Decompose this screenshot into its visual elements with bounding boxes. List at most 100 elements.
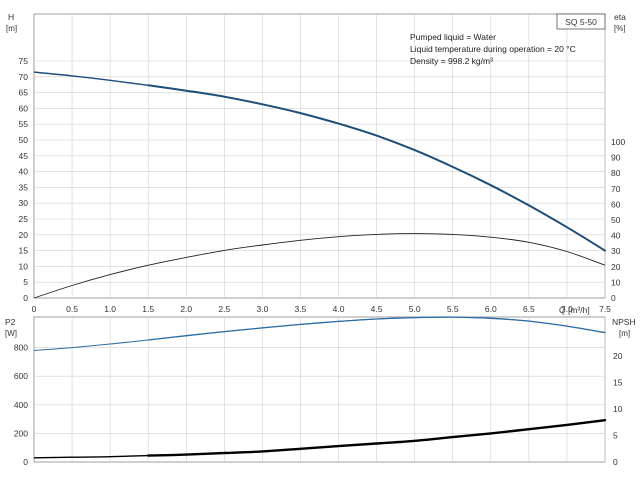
head-tick-label: 40: [19, 167, 29, 177]
npsh-tick-label: 0: [613, 457, 618, 467]
efficiency-tick-label: 90: [611, 153, 621, 163]
series-upper-0-point-12: [490, 185, 491, 186]
series-upper-1-point-8: [338, 236, 339, 237]
lower-series: [33, 316, 607, 459]
efficiency-tick-label: 100: [611, 137, 625, 147]
efficiency-tick-label: 80: [611, 168, 621, 178]
npsh-tick-label: 15: [613, 378, 623, 388]
series-lower-0-point-8: [338, 321, 339, 322]
series-lower-1-line: [33, 419, 606, 459]
head-tick-label: 10: [19, 261, 29, 271]
efficiency-axis-ticks: 0 10 20 30 40 50 60 70 80 90 100: [611, 137, 625, 303]
series-lower-0-point-7: [300, 324, 301, 325]
series-upper-1-point-1: [72, 285, 73, 286]
series-upper-0-point-14: [566, 227, 567, 228]
head-tick-label: 15: [19, 246, 29, 256]
series-lower-0-point-9: [376, 318, 377, 319]
flow-tick-label: 0: [32, 304, 37, 314]
head-axis-label: H: [8, 12, 14, 22]
flow-tick-label: 3.0: [256, 304, 268, 314]
efficiency-tick-label: 10: [611, 277, 621, 287]
series-lower-0-line: [33, 316, 606, 351]
series-lower-0-point-2: [110, 343, 111, 344]
head-tick-label: 45: [19, 151, 29, 161]
series-upper-0-point-11: [452, 166, 453, 167]
series-lower-1-point-11: [452, 437, 453, 438]
series-lower-1-point-0: [33, 457, 34, 458]
efficiency-tick-label: 70: [611, 184, 621, 194]
series-lower-0-point-5: [224, 331, 225, 332]
head-tick-label: 65: [19, 88, 29, 98]
series-lower-0-point-11: [452, 317, 453, 318]
series-lower-1-point-14: [566, 424, 567, 425]
power-axis-ticks: 0 200 400 600 800: [14, 343, 28, 467]
series-upper-1-point-3: [148, 265, 149, 266]
flow-tick-label: 0.5: [66, 304, 78, 314]
series-upper-1-point-6: [262, 244, 263, 245]
series-lower-0-point-3: [148, 339, 149, 340]
efficiency-tick-label: 30: [611, 246, 621, 256]
head-tick-label: 35: [19, 182, 29, 192]
series-upper-1-point-13: [528, 242, 529, 243]
series-upper-0-point-8: [338, 123, 339, 124]
series-upper-1-point-11: [452, 234, 453, 235]
series-upper-1-point-9: [376, 234, 377, 235]
series-lower-0-point-6: [262, 327, 263, 328]
series-lower-0-point-14: [566, 326, 567, 327]
head-tick-label: 20: [19, 230, 29, 240]
series-lower-0-point-15: [604, 332, 605, 333]
npsh-tick-label: 20: [613, 351, 623, 361]
flow-tick-label: 4.0: [333, 304, 345, 314]
flow-tick-label: 6.5: [523, 304, 535, 314]
annotation-density: Density = 998.2 kg/m³: [410, 56, 493, 66]
power-tick-label: 0: [23, 457, 28, 467]
npsh-axis-unit: [m]: [619, 329, 630, 338]
power-axis-unit: [W]: [5, 329, 17, 338]
head-tick-label: 0: [23, 293, 28, 303]
series-lower-1-point-6: [262, 451, 263, 452]
series-upper-0-point-4: [186, 90, 187, 91]
head-tick-label: 60: [19, 103, 29, 113]
head-tick-label: 55: [19, 119, 29, 129]
series-upper-1-point-2: [110, 274, 111, 275]
series-upper-0-point-13: [528, 205, 529, 206]
model-label-box: [556, 13, 606, 30]
annotation-pumped-liquid: Pumped liquid = Water: [410, 32, 496, 42]
series-lower-0-point-0: [33, 350, 34, 351]
series-lower-1-point-1: [72, 457, 73, 458]
series-lower-1-point-12: [490, 433, 491, 434]
efficiency-tick-label: 40: [611, 231, 621, 241]
head-tick-label: 30: [19, 198, 29, 208]
efficiency-axis-unit: [%]: [614, 24, 626, 33]
annotation-liquid-temperature: Liquid temperature during operation = 20…: [410, 44, 576, 54]
series-upper-1-point-5: [224, 250, 225, 251]
series-lower-1-point-10: [414, 440, 415, 441]
npsh-axis-label: NPSH: [612, 317, 636, 327]
series-upper-0-point-5: [224, 96, 225, 97]
flow-tick-label: 2.5: [218, 304, 230, 314]
series-lower-0-point-12: [490, 318, 491, 319]
series-upper-0-point-15: [604, 250, 605, 251]
series-upper-1-line: [33, 233, 606, 299]
head-tick-label: 70: [19, 72, 29, 82]
series-upper-1-point-12: [490, 237, 491, 238]
model-label: SQ 5-50: [565, 17, 597, 27]
power-tick-label: 400: [14, 400, 28, 410]
series-upper-1-point-4: [186, 257, 187, 258]
head-tick-label: 75: [19, 56, 29, 66]
power-axis-label: P2: [5, 317, 16, 327]
power-tick-label: 800: [14, 343, 28, 353]
series-upper-0-point-1: [72, 75, 73, 76]
series-upper-1-point-7: [300, 240, 301, 241]
series-lower-0-point-1: [72, 347, 73, 348]
npsh-axis-ticks: 0 5 10 15 20: [613, 351, 623, 467]
series-lower-1-point-8: [338, 446, 339, 447]
series-lower-1-point-2: [110, 456, 111, 457]
series-upper-0-point-0: [33, 72, 34, 73]
flow-tick-label: 1.5: [142, 304, 154, 314]
flow-tick-label: 7.5: [599, 304, 611, 314]
upper-series: [33, 71, 606, 299]
flow-tick-label: 2.0: [180, 304, 192, 314]
series-upper-0-point-9: [376, 135, 377, 136]
